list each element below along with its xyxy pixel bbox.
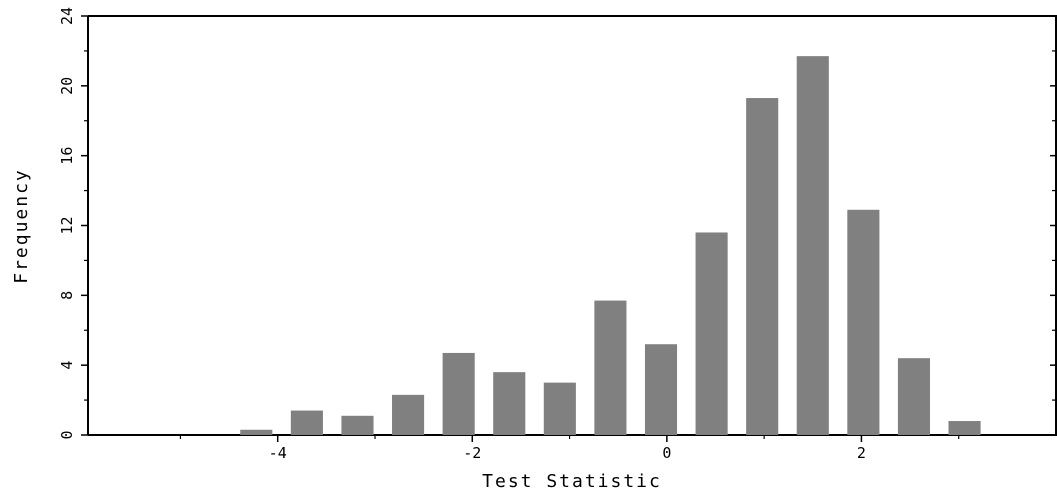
histogram-bar [240, 429, 273, 435]
histogram-bar [392, 394, 425, 435]
histogram-bar [847, 209, 880, 435]
x-tick-label: 2 [857, 444, 866, 462]
histogram-bar [644, 344, 678, 435]
histogram-bar [493, 372, 526, 435]
histogram-bar [442, 352, 475, 435]
x-axis-title: Test Statistic [482, 471, 662, 492]
histogram-bar [897, 358, 931, 435]
bars-group [240, 56, 981, 436]
x-tick-label: -2 [463, 444, 481, 462]
y-tick-label: 16 [58, 147, 76, 165]
histogram-bar [746, 98, 779, 436]
y-tick-label: 20 [58, 77, 76, 95]
histogram-bar [796, 56, 829, 436]
y-axis-title: Frequency [11, 168, 32, 284]
x-tick-label: 0 [662, 444, 671, 462]
x-tick-label: -4 [269, 444, 287, 462]
histogram-bar [695, 232, 728, 435]
x-ticks-group: -4 -2 0 2 [179, 435, 960, 462]
histogram-bar [341, 415, 374, 435]
histogram-bar [948, 421, 981, 435]
histogram-bar [594, 300, 627, 435]
y-tick-label: 12 [58, 216, 76, 234]
y-tick-label: 4 [58, 361, 76, 370]
histogram-bar [543, 382, 576, 436]
y-ticks-group: 0 4 8 12 16 20 24 [58, 7, 1056, 440]
histogram-bar [290, 410, 323, 435]
y-tick-label: 24 [58, 7, 76, 25]
y-tick-label: 8 [58, 291, 76, 300]
y-tick-label: 0 [58, 430, 76, 439]
